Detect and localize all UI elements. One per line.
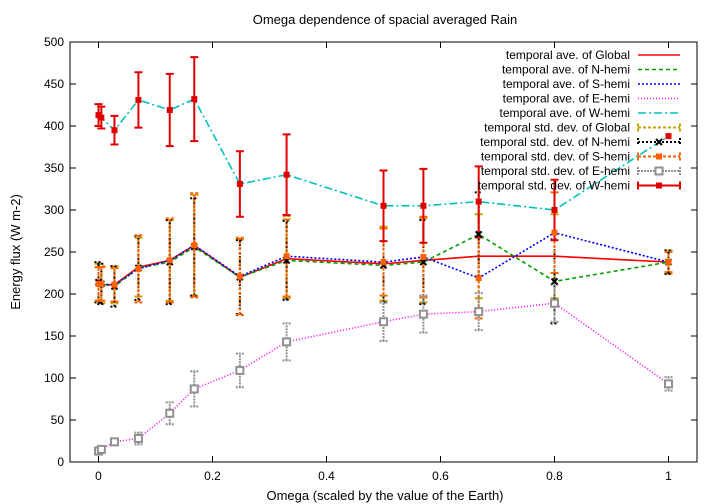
legend-marker [655, 138, 663, 146]
legend-label: temporal std. dev. of W-hemi [478, 179, 630, 193]
data-point [550, 277, 559, 286]
legend-marker [656, 153, 662, 160]
data-point [98, 280, 105, 287]
y-tick-label: 50 [51, 413, 65, 427]
y-tick-label: 300 [44, 203, 64, 217]
data-point [283, 171, 290, 178]
data-point [111, 281, 118, 288]
data-point [191, 242, 198, 249]
error-bar [664, 249, 673, 275]
data-point [380, 202, 387, 209]
data-point [166, 257, 173, 264]
data-point [474, 307, 484, 317]
data-point [475, 275, 482, 282]
y-tick-label: 0 [57, 455, 64, 469]
data-point [380, 259, 387, 266]
data-point [475, 198, 482, 205]
error-bar [134, 234, 143, 304]
y-tick-label: 500 [44, 35, 64, 49]
data-point [418, 309, 428, 319]
x-axis-label: Omega (scaled by the value of the Earth) [266, 488, 503, 503]
data-point [166, 107, 173, 114]
data-point [551, 229, 558, 236]
x-tick-label: 0.6 [432, 469, 449, 483]
error-bar [235, 236, 244, 316]
data-point [665, 133, 672, 140]
error-bar [190, 370, 199, 408]
data-point [379, 317, 388, 327]
data-point [282, 337, 292, 347]
y-tick-label: 150 [44, 329, 64, 343]
data-point [135, 96, 142, 103]
data-point [135, 265, 142, 272]
error-series-markers-4 [94, 298, 673, 456]
x-tick-label: 0.8 [546, 469, 563, 483]
data-point [191, 96, 198, 103]
error-series-4 [94, 283, 673, 455]
legend-label: temporal ave. of E-hemi [503, 92, 630, 106]
data-point [420, 254, 427, 261]
plot-series [94, 56, 673, 456]
error-series-markers-3 [95, 229, 672, 288]
y-tick-label: 450 [44, 77, 64, 91]
y-axis-label: Energy flux (W m-2) [8, 194, 23, 310]
x-tick-label: 0.2 [204, 469, 221, 483]
legend-marker [656, 182, 662, 189]
legend-label: temporal ave. of W-hemi [500, 106, 631, 120]
data-point [474, 230, 483, 239]
legend-label: temporal std. dev. of E-hemi [481, 164, 630, 178]
chart-title: Omega dependence of spacial averaged Rai… [253, 12, 518, 27]
data-point [109, 437, 119, 447]
y-tick-label: 400 [44, 119, 64, 133]
plot-axes: 0 50 100 150 200 250 300 350 400 450 500 0 0.2 0.4 0.6… [44, 35, 698, 483]
data-point [236, 180, 243, 187]
legend-label: temporal ave. of S-hemi [503, 77, 630, 91]
legend-label: temporal ave. of Global [506, 48, 630, 62]
data-point [165, 408, 175, 418]
data-point [550, 298, 559, 308]
data-point [133, 433, 143, 443]
y-tick-label: 100 [44, 371, 64, 385]
data-point [235, 365, 245, 375]
data-point [96, 444, 106, 454]
legend-marker [654, 166, 664, 176]
data-point [420, 202, 427, 209]
data-point [665, 259, 672, 266]
data-point [664, 379, 673, 389]
data-point [98, 114, 105, 121]
error-series-markers-5 [95, 96, 672, 213]
y-tick-label: 200 [44, 287, 64, 301]
y-tick-label: 250 [44, 245, 64, 259]
data-point [236, 273, 243, 280]
x-tick-label: 1 [665, 469, 672, 483]
legend-label: temporal std. dev. of S-hemi [481, 150, 630, 164]
data-point [551, 207, 558, 213]
x-tick-label: 0.4 [318, 469, 335, 483]
y-tick-label: 350 [44, 161, 64, 175]
legend-label: temporal ave. of N-hemi [502, 63, 630, 77]
data-point [283, 253, 290, 260]
data-point [419, 258, 428, 266]
data-point [111, 127, 118, 134]
x-tick-label: 0 [95, 469, 102, 483]
legend-label: temporal std. dev. of N-hemi [480, 135, 630, 149]
legend-errorbar [637, 123, 681, 132]
data-point [189, 384, 199, 394]
legend-label: temporal std. dev. of Global [484, 121, 630, 135]
